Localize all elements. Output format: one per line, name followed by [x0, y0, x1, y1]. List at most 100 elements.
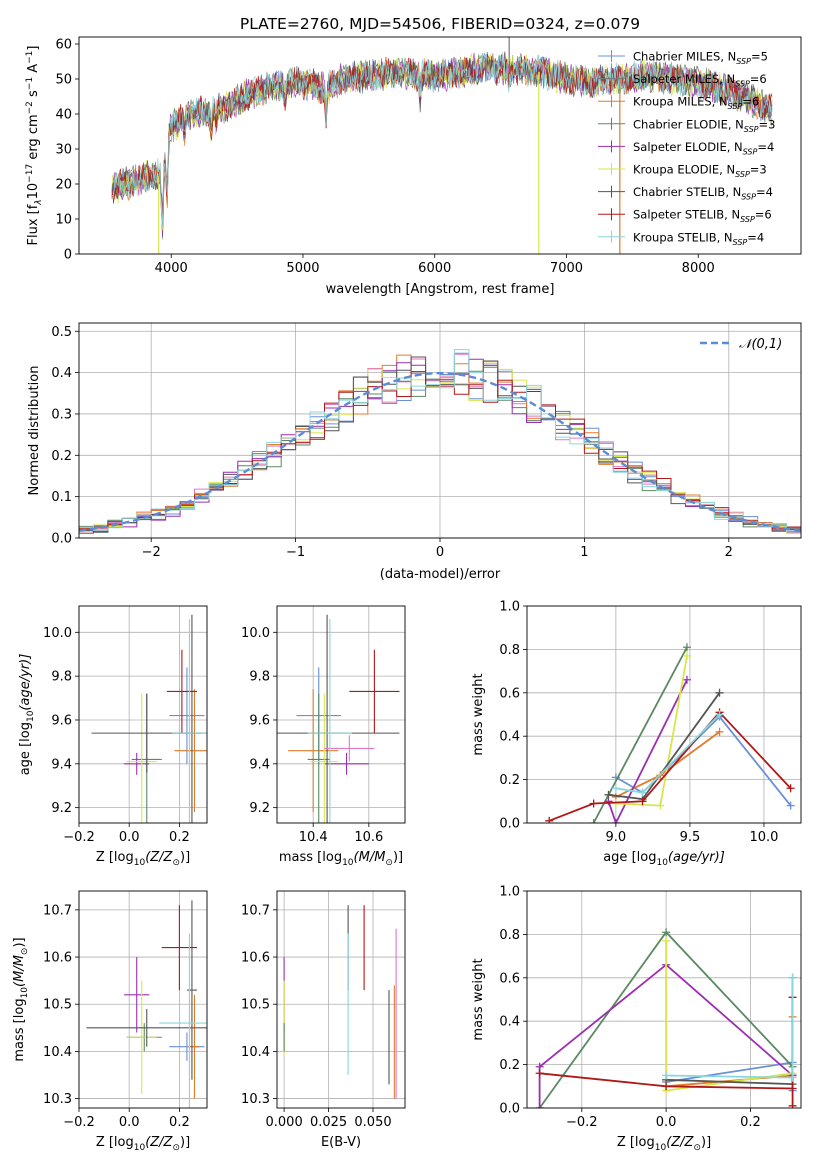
x-axis-label: Z [log10(Z/Z⊙)]: [96, 850, 190, 868]
weight-marker: [786, 801, 795, 810]
weight-line: [538, 963, 794, 1108]
x-tick-label: 0.000: [266, 1115, 303, 1130]
y-axis-label: mass [log10(M/M⊙)]: [12, 937, 30, 1061]
weight-series: [604, 675, 691, 823]
x-tick-label: 9.0: [606, 830, 627, 845]
spectrum-line: [111, 51, 773, 224]
x-axis-label: (data-model)/error: [380, 567, 501, 582]
y-tick-label: 9.4: [51, 757, 72, 772]
y-tick-label: 0.4: [499, 730, 520, 745]
y-tick-label: 0.6: [499, 686, 520, 701]
x-tick-label: 4000: [155, 261, 188, 276]
y-tick-label: 20: [55, 178, 72, 193]
weight-marker: [611, 819, 620, 823]
axes-frame: [526, 890, 802, 1109]
axes-frame: [78, 36, 802, 255]
x-tick-label: 0.2: [169, 830, 190, 845]
weight-marker: [715, 710, 724, 719]
axes-frame: [276, 890, 406, 1109]
panel-age_vs_z: −0.2 0.0 0.2 9.2 9.4 9.6 9.8 10.0 Z [log10(Z/Z⊙)…: [18, 605, 208, 868]
errorbar-point: [126, 980, 157, 1094]
errorbar-point: [324, 735, 375, 762]
errorbar-point: [124, 957, 150, 1033]
x-axis-label: Z [log10(Z/Z⊙)]: [617, 1135, 711, 1153]
weight-marker: [682, 651, 691, 660]
y-tick-label: 0.0: [51, 532, 72, 547]
legend-entry: Chabrier MILES, NSSP=5: [633, 50, 768, 67]
panel-mass_weight_vs_z: −0.2 0.0 0.2 0.0 0.2 0.4 0.6 0.8 1.0 Z [log10(Z/Z…: [471, 885, 802, 1153]
y-tick-label: 50: [55, 73, 72, 88]
x-axis-label: E(B-V): [321, 1135, 361, 1150]
x-axis-label: Z [log10(Z/Z⊙)]: [96, 1135, 190, 1153]
weight-marker: [638, 788, 647, 797]
x-axis-label: age [log10(age/yr)]: [603, 850, 725, 868]
errorbar-point: [166, 649, 197, 734]
errorbar-point: [126, 693, 157, 823]
weight-marker: [715, 688, 724, 697]
x-tick-label: −2: [142, 545, 161, 560]
x-tick-label: −1: [286, 545, 305, 560]
figure-title: PLATE=2760, MJD=54506, FIBERID=0324, z=0…: [240, 15, 640, 33]
y-tick-label: 0.5: [51, 325, 72, 340]
panel-spectrum: 4000 5000 6000 7000 8000 0 10 20 30 40 50 60 Chabrie…: [25, 36, 802, 297]
axes-frame: [526, 605, 802, 824]
y-tick-label: 10.0: [43, 626, 72, 641]
y-tick-label: 10.4: [241, 1045, 270, 1060]
y-tick-label: 10.5: [241, 998, 270, 1013]
y-tick-label: 1.0: [499, 885, 520, 900]
errorbar-point: [186, 900, 197, 1080]
x-tick-label: 0.0: [119, 830, 140, 845]
legend-entry: Salpeter STELIB, NSSP=6: [633, 208, 772, 225]
plot-area-mass_weight_vs_age: [545, 643, 795, 823]
plot-area-mass_weight_vs_z: [535, 928, 797, 1108]
weight-marker: [662, 936, 671, 945]
y-tick-label: 1.0: [499, 600, 520, 615]
y-tick-label: 10: [55, 213, 72, 228]
y-tick-label: 9.8: [51, 670, 72, 685]
errorbar-point: [324, 752, 369, 775]
weight-marker: [604, 790, 613, 799]
x-axis-label: mass [log10(M/M⊙)]: [279, 850, 403, 868]
axes-frame: [276, 605, 406, 824]
y-axis-label: Flux [fλ10−17 erg cm−2 s−1 A−1]: [25, 46, 44, 246]
x-tick-label: 0.050: [354, 1115, 391, 1130]
x-tick-label: 0.2: [169, 1115, 190, 1130]
legend-entry: Salpeter ELODIE, NSSP=4: [633, 140, 774, 157]
y-tick-label: 9.4: [249, 757, 270, 772]
x-tick-label: 0.0: [656, 1115, 677, 1130]
plot-area-age_vs_z: [91, 614, 207, 823]
y-tick-label: 10.0: [241, 626, 270, 641]
y-tick-label: 0.0: [499, 1102, 520, 1117]
legend-entry: Kroupa MILES, NSSP=6: [633, 95, 759, 112]
x-tick-label: −0.2: [63, 1115, 95, 1130]
y-tick-label: 10.5: [43, 998, 72, 1013]
legend-entry: Chabrier ELODIE, NSSP=3: [633, 117, 775, 134]
plot-area-spectrum: [111, 37, 773, 254]
weight-series: [611, 712, 795, 810]
panel-residuals: −2 −1 0 1 2 0.0 0.1 0.2 0.3 0.4 0.5 𝒩(0,1) (data-mod…: [27, 322, 802, 582]
errorbar-point: [189, 994, 200, 1099]
panel-mass_weight_vs_age: 9.0 9.5 10.0 0.0 0.2 0.4 0.6 0.8 1.0 age [log10(a…: [471, 600, 802, 868]
y-tick-label: 0.6: [499, 971, 520, 986]
errorbar-point: [161, 905, 197, 991]
weight-marker: [682, 643, 691, 652]
y-tick-label: 10.4: [43, 1045, 72, 1060]
x-tick-label: 10.0: [749, 830, 778, 845]
legend-entry: Kroupa ELODIE, NSSP=3: [633, 163, 767, 180]
y-tick-label: 0.1: [51, 490, 72, 505]
x-tick-label: 0.0: [119, 1115, 140, 1130]
plot-area-mass_vs_z: [86, 900, 207, 1108]
legend: Chabrier MILES, NSSP=5 Salpeter MILES, NS…: [598, 50, 775, 247]
spectrum-line: [111, 55, 773, 225]
x-tick-label: 8000: [682, 261, 715, 276]
plot-area-residuals: [79, 349, 801, 534]
axes-frame: [78, 890, 208, 1109]
normal-curve: [79, 371, 801, 532]
y-tick-label: 0.4: [499, 1015, 520, 1030]
y-axis-label: mass weight: [471, 673, 486, 755]
y-axis-label: age [log10(age/yr)]: [18, 654, 36, 776]
y-tick-label: 0: [64, 248, 72, 263]
weight-marker: [611, 784, 620, 793]
y-tick-label: 9.6: [51, 713, 72, 728]
y-tick-label: 9.8: [249, 670, 270, 685]
